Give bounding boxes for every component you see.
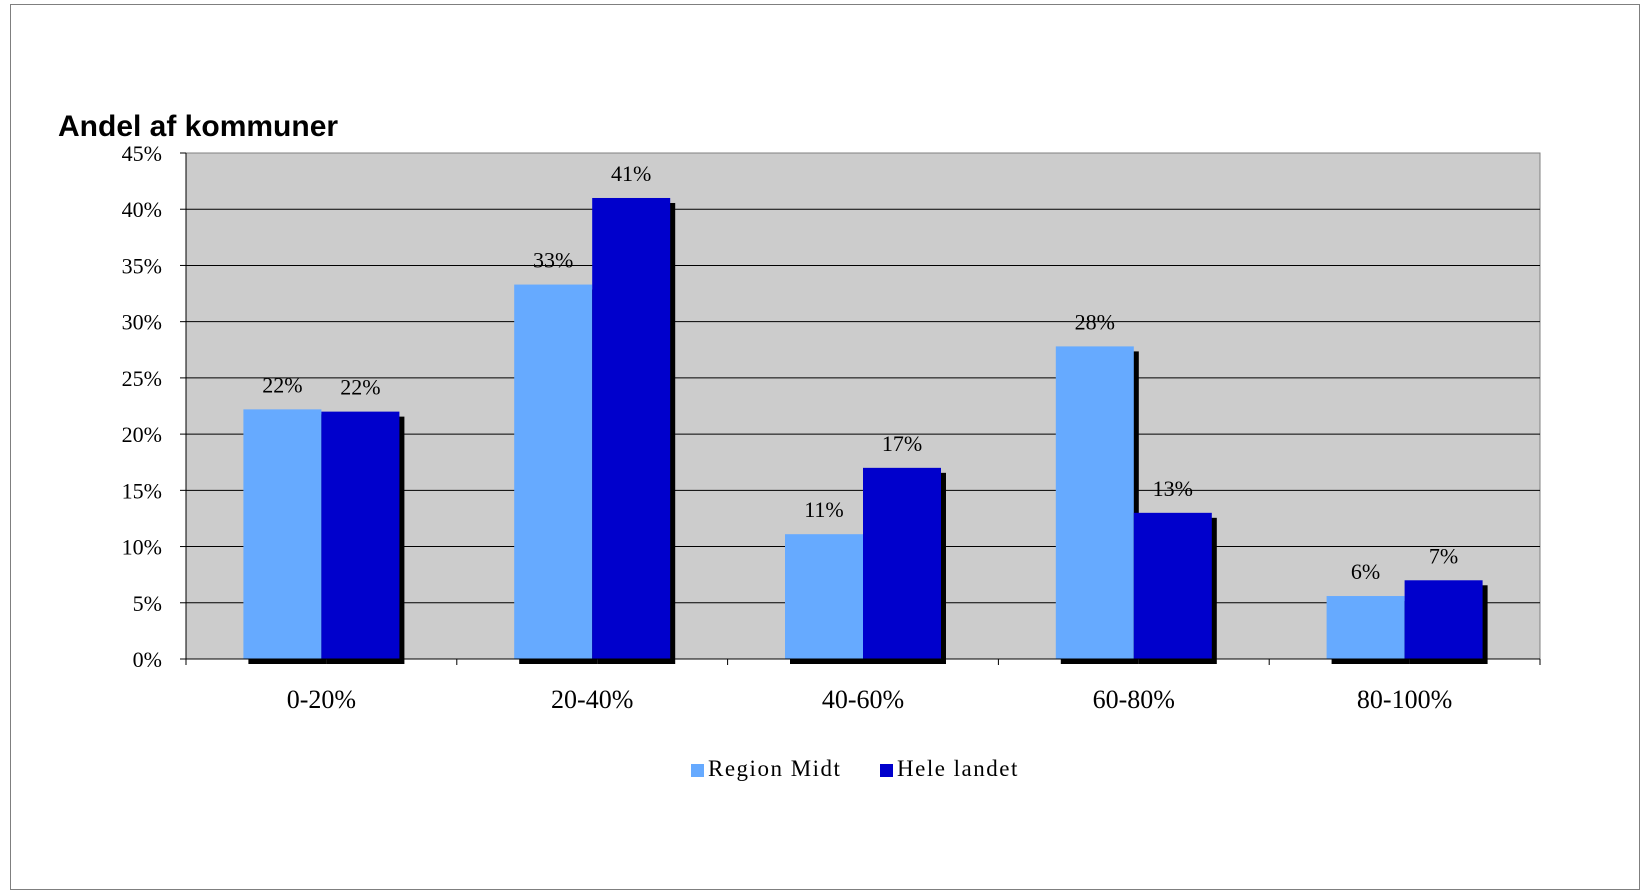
data-labels: 22% 22% 33% 41% 11% 17% 28% 13% 6% 7% (262, 161, 1458, 584)
x-axis-ticks: 0-20% 20-40% 40-60% 60-80% 80-100% (287, 685, 1453, 714)
data-label: 13% (1153, 476, 1193, 501)
bar-hele-landet-20-40% (592, 197, 671, 659)
bar-region-midt-20-40% (514, 284, 593, 659)
bar-hele-landet-80-100% (1404, 580, 1483, 659)
y-axis-ticks: 0% 5% 10% 15% 20% 25% 30% 35% 40% 45% (122, 141, 162, 672)
legend-swatch-region-midt (691, 764, 704, 777)
y-tick-label: 25% (122, 366, 162, 391)
data-label: 17% (882, 431, 922, 456)
x-axis (185, 658, 1541, 665)
y-tick-label: 10% (122, 535, 162, 560)
data-label: 6% (1351, 559, 1380, 584)
x-tick-label: 40-60% (822, 685, 904, 714)
y-tick-label: 15% (122, 478, 162, 503)
chart-title: Andel af kommuner (58, 110, 338, 143)
data-label: 33% (533, 248, 573, 273)
y-tick-label: 5% (133, 591, 162, 616)
bar-hele-landet-0-20% (321, 411, 400, 659)
x-tick-label: 60-80% (1093, 685, 1175, 714)
data-label: 28% (1075, 309, 1115, 334)
bar-region-midt-80-100% (1326, 596, 1405, 659)
y-tick-label: 35% (122, 253, 162, 278)
data-label: 22% (340, 375, 380, 400)
bar-region-midt-40-60% (785, 534, 863, 659)
legend-swatch-hele-landet (880, 764, 893, 777)
y-tick-label: 30% (122, 310, 162, 335)
data-label: 11% (804, 497, 844, 522)
bars (243, 197, 1488, 664)
y-tick-label: 40% (122, 197, 162, 222)
bar-hele-landet-40-60% (863, 467, 941, 659)
legend-label: Region Midt (708, 756, 841, 781)
x-tick-label: 80-100% (1357, 685, 1452, 714)
legend-label: Hele landet (897, 756, 1019, 781)
y-tick-label: 20% (122, 422, 162, 447)
bar-region-midt-0-20% (243, 409, 322, 659)
x-tick-label: 20-40% (551, 685, 633, 714)
bar-hele-landet-60-80% (1133, 512, 1212, 659)
bar-region-midt-60-80% (1055, 346, 1134, 659)
data-label: 41% (611, 161, 651, 186)
y-tick-label: 45% (122, 141, 162, 166)
legend: Region Midt Hele landet (691, 756, 1019, 781)
y-tick-label: 0% (133, 647, 162, 672)
data-label: 7% (1429, 543, 1458, 568)
data-label: 22% (262, 372, 302, 397)
x-tick-label: 0-20% (287, 685, 356, 714)
